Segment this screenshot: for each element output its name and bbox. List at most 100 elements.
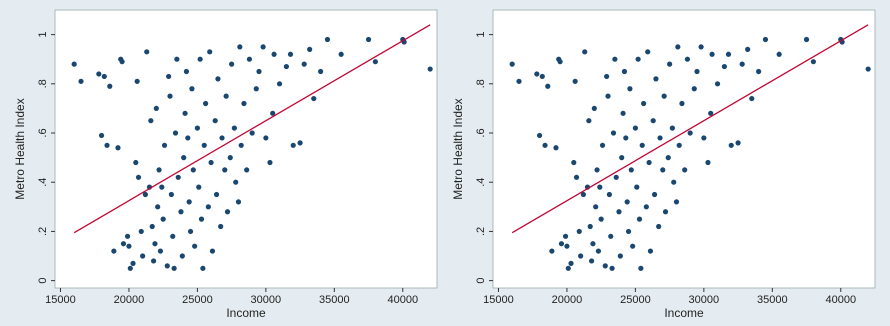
- point: [244, 167, 250, 173]
- point: [803, 36, 810, 43]
- point: [617, 253, 623, 259]
- point: [120, 241, 127, 247]
- point: [223, 93, 229, 99]
- point: [96, 71, 102, 77]
- panel: 0 .2 .4 .6 .8 1 15000 20000 25000 30000 35000 40000…: [451, 9, 876, 320]
- point: [238, 142, 244, 148]
- point: [599, 142, 606, 148]
- point: [208, 159, 214, 166]
- point: [166, 73, 172, 80]
- point: [241, 100, 247, 107]
- point: [256, 68, 262, 75]
- point: [174, 56, 180, 62]
- point: [669, 125, 675, 131]
- x-tick-label: 25000: [620, 294, 651, 306]
- point: [745, 46, 751, 52]
- point: [324, 36, 331, 43]
- point: [115, 145, 121, 151]
- point: [101, 73, 107, 80]
- point: [639, 142, 645, 148]
- point: [246, 56, 253, 62]
- point: [224, 209, 231, 215]
- point: [127, 265, 133, 271]
- point: [571, 159, 577, 166]
- point: [365, 36, 372, 43]
- point: [187, 228, 194, 235]
- y-tick-label: .2: [475, 227, 487, 236]
- point: [647, 248, 654, 254]
- point: [725, 51, 732, 57]
- point: [721, 63, 727, 70]
- point: [735, 140, 741, 146]
- point: [646, 159, 652, 166]
- point: [645, 49, 651, 55]
- point: [219, 135, 225, 141]
- point: [661, 93, 667, 99]
- point: [150, 258, 157, 264]
- x-tick-label: 25000: [182, 294, 213, 306]
- point: [682, 167, 688, 173]
- point: [516, 78, 522, 84]
- point: [643, 204, 649, 210]
- point: [627, 86, 633, 92]
- point: [271, 51, 277, 57]
- point: [565, 265, 571, 271]
- fit-line: [73, 24, 431, 234]
- point: [564, 243, 570, 249]
- y-tick-label: .2: [37, 227, 49, 236]
- point: [542, 142, 548, 148]
- x-axis-title: Income: [226, 306, 266, 320]
- point: [198, 216, 205, 222]
- point: [290, 142, 296, 148]
- point: [628, 167, 634, 173]
- point: [612, 56, 618, 62]
- point: [185, 135, 191, 141]
- point: [197, 56, 203, 62]
- point: [318, 68, 324, 75]
- point: [338, 51, 344, 57]
- y-tick-label: .8: [37, 79, 49, 88]
- point: [133, 159, 139, 166]
- x-tick-label: 15000: [45, 294, 76, 306]
- point: [200, 265, 206, 271]
- point: [714, 81, 721, 87]
- point: [553, 145, 559, 151]
- point: [287, 51, 294, 57]
- point: [698, 44, 704, 50]
- point: [78, 78, 84, 84]
- point: [701, 135, 707, 141]
- x-tick-label: 30000: [251, 294, 282, 306]
- point: [650, 118, 656, 124]
- point: [534, 71, 540, 77]
- point: [134, 78, 140, 84]
- y-tick-label: 1: [475, 32, 487, 38]
- point: [138, 228, 144, 235]
- point: [536, 132, 543, 139]
- point: [545, 83, 551, 89]
- point: [171, 265, 177, 271]
- point: [602, 263, 608, 269]
- point: [213, 191, 220, 198]
- point: [168, 191, 174, 198]
- point: [673, 199, 680, 205]
- point: [253, 86, 259, 92]
- point: [573, 174, 580, 180]
- point: [194, 125, 200, 131]
- point: [660, 167, 666, 173]
- point: [632, 125, 638, 131]
- y-tick-label: .8: [475, 79, 487, 88]
- point: [233, 179, 239, 185]
- point: [590, 241, 596, 247]
- point: [167, 93, 173, 99]
- y-tick-label: 1: [37, 32, 49, 38]
- point: [152, 241, 158, 247]
- point: [580, 191, 586, 198]
- x-tick-label: 20000: [552, 294, 583, 306]
- y-axis-title: Metro Health Index: [451, 98, 465, 199]
- point: [653, 76, 659, 82]
- x-tick-label: 20000: [114, 294, 145, 306]
- point: [297, 140, 303, 146]
- point: [153, 105, 159, 112]
- point: [608, 233, 614, 239]
- point: [694, 68, 700, 75]
